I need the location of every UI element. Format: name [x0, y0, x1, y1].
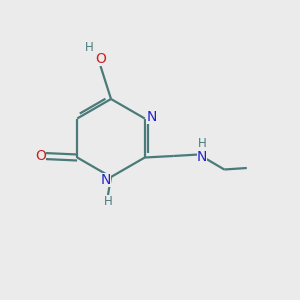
Text: H: H [103, 195, 112, 208]
Text: N: N [100, 173, 111, 187]
Text: N: N [196, 150, 207, 164]
Text: O: O [35, 149, 46, 163]
Text: N: N [146, 110, 157, 124]
Text: O: O [95, 52, 106, 66]
Text: H: H [85, 41, 94, 55]
Text: H: H [197, 136, 206, 150]
